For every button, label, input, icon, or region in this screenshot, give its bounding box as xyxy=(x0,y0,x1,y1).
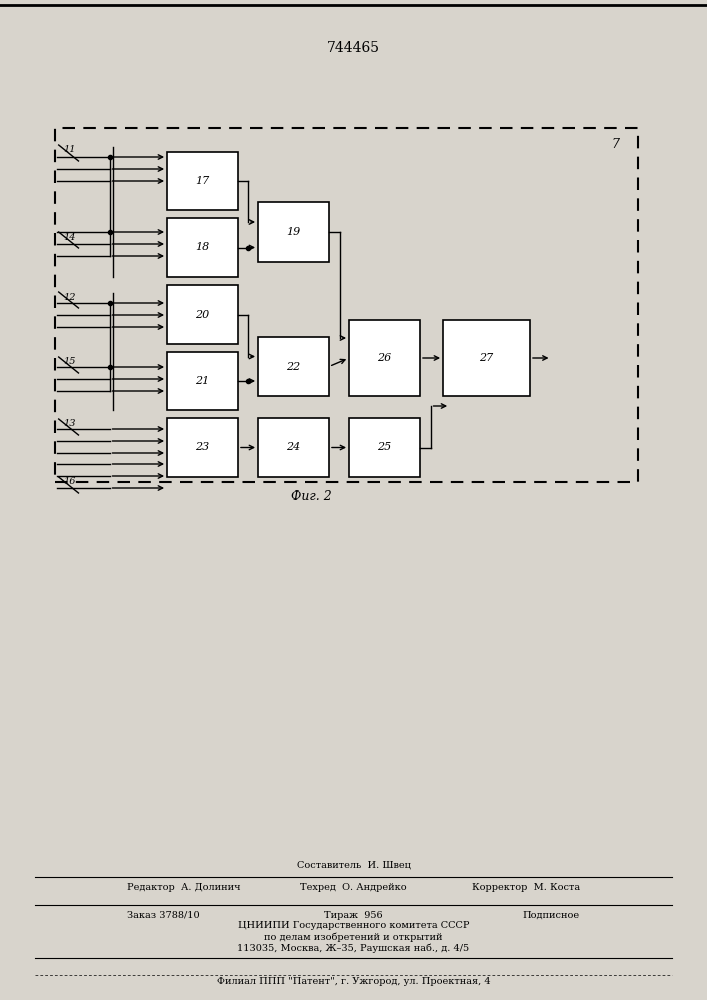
Text: 17: 17 xyxy=(195,176,209,186)
Bar xyxy=(167,285,238,344)
Text: 25: 25 xyxy=(378,442,392,452)
Text: 22: 22 xyxy=(286,361,300,371)
Text: Заказ 3788/10: Заказ 3788/10 xyxy=(127,910,200,920)
Text: 13: 13 xyxy=(63,420,76,428)
Text: 113035, Москва, Ж–35, Раушская наб., д. 4/5: 113035, Москва, Ж–35, Раушская наб., д. … xyxy=(238,943,469,953)
Text: Фиг. 2: Фиг. 2 xyxy=(291,490,332,504)
Text: 7: 7 xyxy=(611,138,619,151)
Bar xyxy=(167,218,238,277)
Bar xyxy=(258,337,329,396)
Text: 23: 23 xyxy=(195,442,209,452)
Text: 20: 20 xyxy=(195,310,209,320)
Text: 24: 24 xyxy=(286,442,300,452)
Bar xyxy=(258,202,329,262)
Text: 18: 18 xyxy=(195,242,209,252)
Bar xyxy=(258,418,329,477)
Bar xyxy=(167,352,238,410)
Bar xyxy=(443,320,530,396)
Bar xyxy=(349,320,420,396)
Text: Корректор  М. Коста: Корректор М. Коста xyxy=(472,884,580,892)
Text: 21: 21 xyxy=(195,376,209,386)
Bar xyxy=(167,418,238,477)
Text: 12: 12 xyxy=(63,292,76,302)
Text: 27: 27 xyxy=(479,353,493,363)
Text: Редактор  А. Долинич: Редактор А. Долинич xyxy=(127,884,241,892)
Text: по делам изобретений и открытий: по делам изобретений и открытий xyxy=(264,932,443,942)
Text: 11: 11 xyxy=(63,144,76,153)
Text: 19: 19 xyxy=(286,227,300,237)
Text: 26: 26 xyxy=(378,353,392,363)
Text: Подписное: Подписное xyxy=(522,910,580,920)
Text: Филиал ППП "Патент", г. Ужгород, ул. Проектная, 4: Филиал ППП "Патент", г. Ужгород, ул. Про… xyxy=(216,978,491,986)
Text: 14: 14 xyxy=(63,232,76,241)
Text: 15: 15 xyxy=(63,358,76,366)
Bar xyxy=(349,418,420,477)
Text: 744465: 744465 xyxy=(327,41,380,55)
Text: Составитель  И. Швец: Составитель И. Швец xyxy=(296,860,411,869)
Text: 16: 16 xyxy=(63,478,76,487)
Text: Тираж  956: Тираж 956 xyxy=(325,910,382,920)
Bar xyxy=(55,128,638,482)
Bar xyxy=(167,152,238,210)
Text: Техред  О. Андрейко: Техред О. Андрейко xyxy=(300,884,407,892)
Text: ЦНИИПИ Государственного комитета СССР: ЦНИИПИ Государственного комитета СССР xyxy=(238,922,469,930)
